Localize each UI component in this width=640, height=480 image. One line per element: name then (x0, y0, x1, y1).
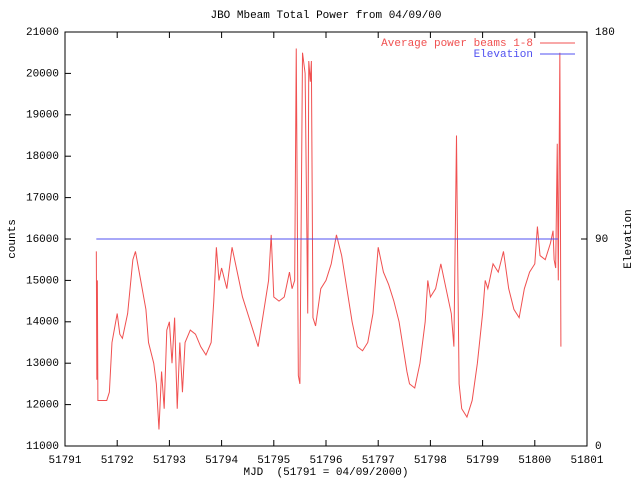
x-axis-label: MJD (51791 = 04/09/2000) (243, 467, 408, 479)
x-tick-label: 51797 (362, 455, 395, 467)
y-axis-label: counts (7, 219, 19, 259)
legend-label: Elevation (474, 49, 533, 61)
x-tick-label: 51800 (518, 455, 551, 467)
x-tick-label: 51793 (153, 455, 186, 467)
y-tick-label: 11000 (26, 441, 59, 453)
x-tick-label: 51799 (466, 455, 499, 467)
series-line (95, 48, 562, 430)
x-tick-label: 51796 (309, 455, 342, 467)
y2-tick-label: 0 (595, 441, 602, 453)
y2-tick-label: 90 (595, 234, 608, 246)
x-tick-label: 51792 (101, 455, 134, 467)
x-tick-label: 51798 (414, 455, 447, 467)
y2-axis-label: Elevation (623, 209, 635, 268)
y-tick-label: 17000 (26, 193, 59, 205)
x-tick-label: 51791 (48, 455, 81, 467)
y2-tick-label: 180 (595, 27, 615, 39)
y-tick-label: 21000 (26, 27, 59, 39)
x-tick-label: 51801 (570, 455, 603, 467)
x-tick-label: 51794 (205, 455, 238, 467)
y-tick-label: 13000 (26, 358, 59, 370)
x-tick-label: 51795 (257, 455, 290, 467)
y-tick-label: 18000 (26, 151, 59, 163)
chart-title: JBO Mbeam Total Power from 04/09/00 (210, 10, 441, 22)
y-tick-label: 12000 (26, 400, 59, 412)
y-tick-label: 14000 (26, 317, 59, 329)
y-tick-label: 15000 (26, 275, 59, 287)
y-tick-label: 19000 (26, 110, 59, 122)
y-tick-label: 20000 (26, 68, 59, 80)
y-tick-label: 16000 (26, 234, 59, 246)
legend-label: Average power beams 1-8 (381, 38, 533, 50)
